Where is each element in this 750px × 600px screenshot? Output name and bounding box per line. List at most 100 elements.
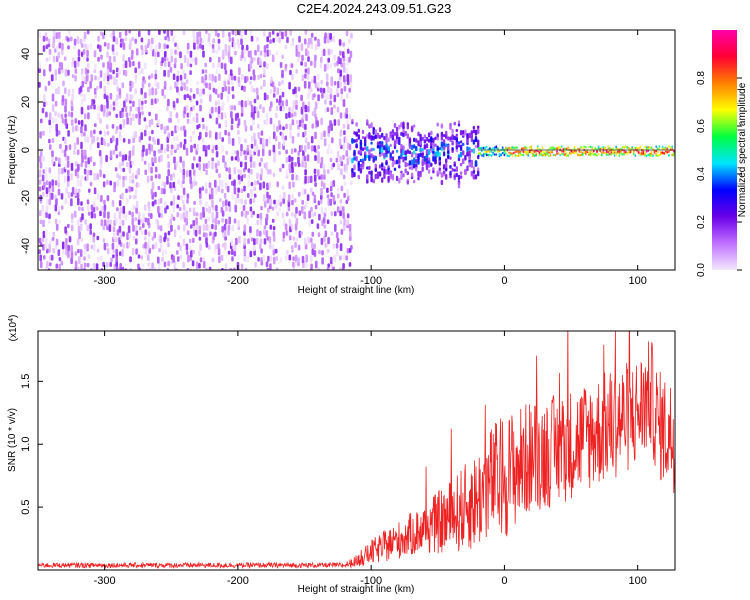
heatmap-cell [205,232,208,238]
heatmap-cell [131,113,135,122]
heatmap-cell [170,224,173,232]
heatmap-cell [427,169,431,174]
heatmap-cell [249,231,252,239]
heatmap-cell [357,150,360,155]
heatmap-cell [398,136,401,142]
heatmap-cell [564,152,566,156]
heatmap-cell [112,149,116,155]
heatmap-cell [325,73,329,81]
heatmap-cell [294,261,297,266]
heatmap-cell [83,149,87,157]
heatmap-cell [208,107,212,115]
heatmap-cell [220,207,224,213]
heatmap-cell [121,192,124,200]
heatmap-cell [271,206,275,211]
heatmap-cell [127,225,131,233]
heatmap-cell [99,210,102,217]
heatmap-cell [249,80,252,85]
heatmap-cell [351,157,354,164]
heatmap-cell [186,193,190,199]
colorbar-tick-label: 0.8 [696,71,707,85]
heatmap-cell [482,146,485,150]
heatmap-cell [391,174,395,178]
heatmap-cell [472,125,476,130]
heatmap-cell [132,145,135,151]
heatmap-cell [249,76,253,81]
heatmap-cell [295,206,298,214]
heatmap-cell [530,151,533,154]
heatmap-cell [361,129,365,135]
heatmap-cell [57,130,61,136]
heatmap-cell [562,153,565,156]
heatmap-cell [115,129,118,134]
heatmap-cell [135,248,138,255]
heatmap-cell [48,119,51,126]
heatmap-cell [304,137,308,144]
heatmap-cell [366,119,369,126]
heatmap-cell [355,156,358,162]
heatmap-cell [224,161,227,169]
heatmap-cell [330,211,334,216]
heatmap-cell [148,82,151,88]
heatmap-cell [330,49,333,55]
heatmap-cell [228,104,232,112]
heatmap-cell [282,198,285,204]
heatmap-cell [160,123,163,130]
heatmap-cell [108,111,112,116]
heatmap-cell [185,105,189,111]
heatmap-cell [236,112,239,119]
heatmap-cell [304,104,308,113]
heatmap-cell [613,151,616,154]
heatmap-cell [346,123,350,130]
heatmap-cell [669,146,672,149]
heatmap-cell [224,69,228,75]
heatmap-cell [272,235,276,242]
heatmap-cell [177,70,180,76]
heatmap-cell [323,168,326,175]
heatmap-cell [289,131,292,139]
heatmap-cell [113,212,117,220]
heatmap-cell [343,85,347,92]
heatmap-cell [49,238,52,245]
heatmap-cell [434,151,437,157]
heatmap-cell [310,206,313,213]
heatmap-cell [292,236,296,241]
heatmap-cell [324,32,327,39]
heatmap-cell [196,31,199,40]
heatmap-cell [221,268,224,270]
heatmap-cell [668,150,670,153]
heatmap-cell [256,110,260,119]
heatmap-cell [42,156,45,162]
heatmap-cell [46,261,49,268]
heatmap-cell [41,237,45,243]
heatmap-cell [639,152,642,155]
heatmap-cell [70,173,73,181]
heatmap-cell [63,175,67,183]
heatmap-cell [242,205,246,211]
heatmap-cell [323,174,326,180]
heatmap-cell [298,210,302,216]
heatmap-cell [489,150,491,154]
y-tick-label: 1.5 [20,374,32,389]
heatmap-cell [106,107,109,113]
heatmap-cell [185,243,189,251]
heatmap-cell [671,145,674,148]
heatmap-cell [520,153,523,157]
heatmap-cell [122,175,125,181]
heatmap-cell [61,149,64,154]
heatmap-cell [530,145,533,148]
heatmap-cell [364,142,367,147]
heatmap-cell [492,152,494,156]
heatmap-cell [288,111,291,119]
heatmap-cell [218,73,221,81]
heatmap-cell [183,204,186,211]
heatmap-cell [313,93,316,98]
heatmap-cell [400,173,403,178]
heatmap-cell [180,63,183,70]
heatmap-cell [66,160,70,168]
heatmap-cell [109,219,112,225]
heatmap-cell [55,156,58,162]
heatmap-cell [137,263,140,270]
heatmap-cell [644,151,646,154]
